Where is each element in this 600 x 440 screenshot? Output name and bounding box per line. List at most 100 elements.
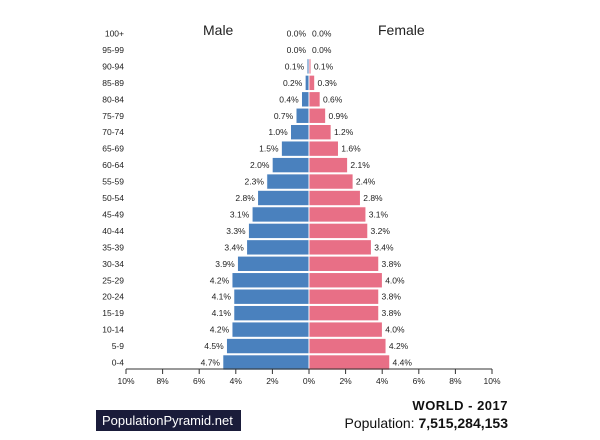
region-title: WORLD - 2017 — [412, 398, 508, 413]
value-labels-group: 0.0% 0.0% 0.0% 0.0% 0.1% 0.1% 0.2% 0.3% 0.4% 0.6%… — [201, 29, 413, 368]
male-value-label: 2.8% — [235, 193, 255, 203]
female-bar — [308, 107, 326, 124]
x-tick-label: 0% — [303, 376, 316, 386]
age-label: 70-74 — [102, 127, 124, 137]
male-bar — [246, 239, 310, 256]
female-value-label: 0.3% — [317, 78, 337, 88]
male-bar — [233, 288, 310, 305]
male-value-label: 0.1% — [285, 61, 305, 71]
x-tick-label: 10% — [117, 376, 134, 386]
male-bar — [266, 173, 310, 190]
female-value-label: 1.2% — [334, 127, 354, 137]
female-value-label: 3.1% — [369, 209, 389, 219]
female-value-label: 3.4% — [374, 242, 394, 252]
male-value-label: 4.1% — [212, 292, 232, 302]
male-value-label: 0.0% — [287, 29, 307, 39]
x-tick-label: 8% — [449, 376, 462, 386]
female-bar — [308, 140, 339, 157]
male-bar — [233, 305, 310, 321]
male-value-label: 3.1% — [230, 209, 250, 219]
female-value-label: 0.9% — [328, 111, 348, 121]
female-bar — [308, 75, 315, 91]
age-label: 95-99 — [102, 45, 124, 55]
population-line: Population: 7,515,284,153 — [345, 415, 508, 431]
female-bar — [308, 190, 361, 206]
male-bar — [305, 75, 310, 91]
female-value-label: 0.0% — [312, 45, 332, 55]
male-value-label: 2.0% — [250, 160, 270, 170]
female-value-label: 4.2% — [389, 341, 409, 351]
male-value-label: 1.5% — [259, 144, 279, 154]
age-label: 100+ — [105, 29, 124, 39]
age-label: 20-24 — [102, 292, 124, 302]
male-value-label: 0.2% — [283, 78, 303, 88]
male-value-label: 4.5% — [204, 341, 224, 351]
male-value-label: 0.7% — [274, 111, 294, 121]
female-value-label: 2.4% — [356, 177, 376, 187]
age-label: 55-59 — [102, 177, 124, 187]
male-value-label: 3.3% — [226, 226, 246, 236]
bars-group — [222, 26, 390, 371]
female-bar — [308, 91, 321, 108]
age-label: 5-9 — [112, 341, 125, 351]
x-tick-label: 2% — [266, 376, 279, 386]
male-bar — [281, 140, 310, 157]
age-label: 75-79 — [102, 111, 124, 121]
male-value-label: 4.2% — [210, 325, 230, 335]
male-value-label: 4.2% — [210, 275, 230, 285]
female-bar — [308, 255, 379, 272]
male-value-label: 4.7% — [201, 358, 221, 368]
female-bar — [308, 173, 354, 190]
male-value-label: 0.4% — [279, 94, 299, 104]
age-label: 45-49 — [102, 209, 124, 219]
age-label: 50-54 — [102, 193, 124, 203]
age-label: 90-94 — [102, 61, 124, 71]
age-label: 0-4 — [112, 358, 125, 368]
male-value-label: 3.9% — [215, 259, 235, 269]
age-group-labels: 100+ 95-99 90-94 85-89 80-84 75-79 70-74 65-69 6… — [102, 29, 124, 368]
female-bar — [308, 157, 348, 173]
x-tick-label: 4% — [376, 376, 389, 386]
age-label: 65-69 — [102, 144, 124, 154]
female-bar — [308, 305, 379, 321]
male-value-label: 0.0% — [287, 45, 307, 55]
x-tick-label: 6% — [413, 376, 426, 386]
male-bar — [222, 354, 310, 371]
male-bar — [231, 321, 310, 338]
male-bar — [251, 206, 310, 223]
female-bar — [308, 354, 390, 371]
female-value-label: 2.8% — [363, 193, 383, 203]
female-bar — [308, 206, 367, 223]
male-bar — [290, 124, 310, 140]
population-value: 7,515,284,153 — [418, 415, 508, 431]
age-label: 10-14 — [102, 325, 124, 335]
population-label: Population: — [344, 415, 415, 431]
female-bar — [308, 239, 372, 256]
female-value-label: 4.0% — [385, 325, 405, 335]
age-label: 80-84 — [102, 94, 124, 104]
female-value-label: 3.2% — [371, 226, 391, 236]
male-heading: Male — [203, 22, 234, 38]
male-bar — [257, 190, 310, 206]
male-value-label: 2.3% — [245, 177, 265, 187]
brand-badge[interactable]: PopulationPyramid.net — [96, 410, 241, 431]
male-bar — [226, 338, 310, 354]
x-tick-label: 8% — [156, 376, 169, 386]
age-label: 40-44 — [102, 226, 124, 236]
female-value-label: 0.0% — [312, 29, 332, 39]
female-bar — [308, 321, 383, 338]
female-heading: Female — [378, 22, 425, 38]
x-tick-label: 6% — [193, 376, 206, 386]
female-value-label: 2.1% — [350, 160, 370, 170]
x-tick-label: 4% — [230, 376, 243, 386]
female-bar — [308, 272, 383, 289]
female-value-label: 0.6% — [323, 94, 343, 104]
male-bar — [301, 91, 310, 108]
male-value-label: 3.4% — [224, 242, 244, 252]
male-bar — [237, 255, 310, 272]
male-bar — [231, 272, 310, 289]
female-bar — [308, 288, 379, 305]
female-value-label: 3.8% — [382, 308, 402, 318]
male-value-label: 4.1% — [212, 308, 232, 318]
